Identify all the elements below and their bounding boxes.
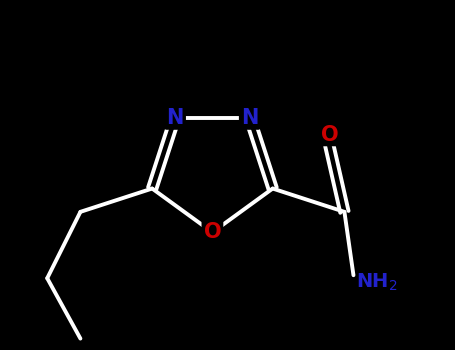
Text: N: N [167,108,184,128]
Text: N: N [241,108,258,128]
Text: O: O [320,125,338,145]
Text: NH$_2$: NH$_2$ [356,272,398,293]
Text: O: O [203,222,221,242]
